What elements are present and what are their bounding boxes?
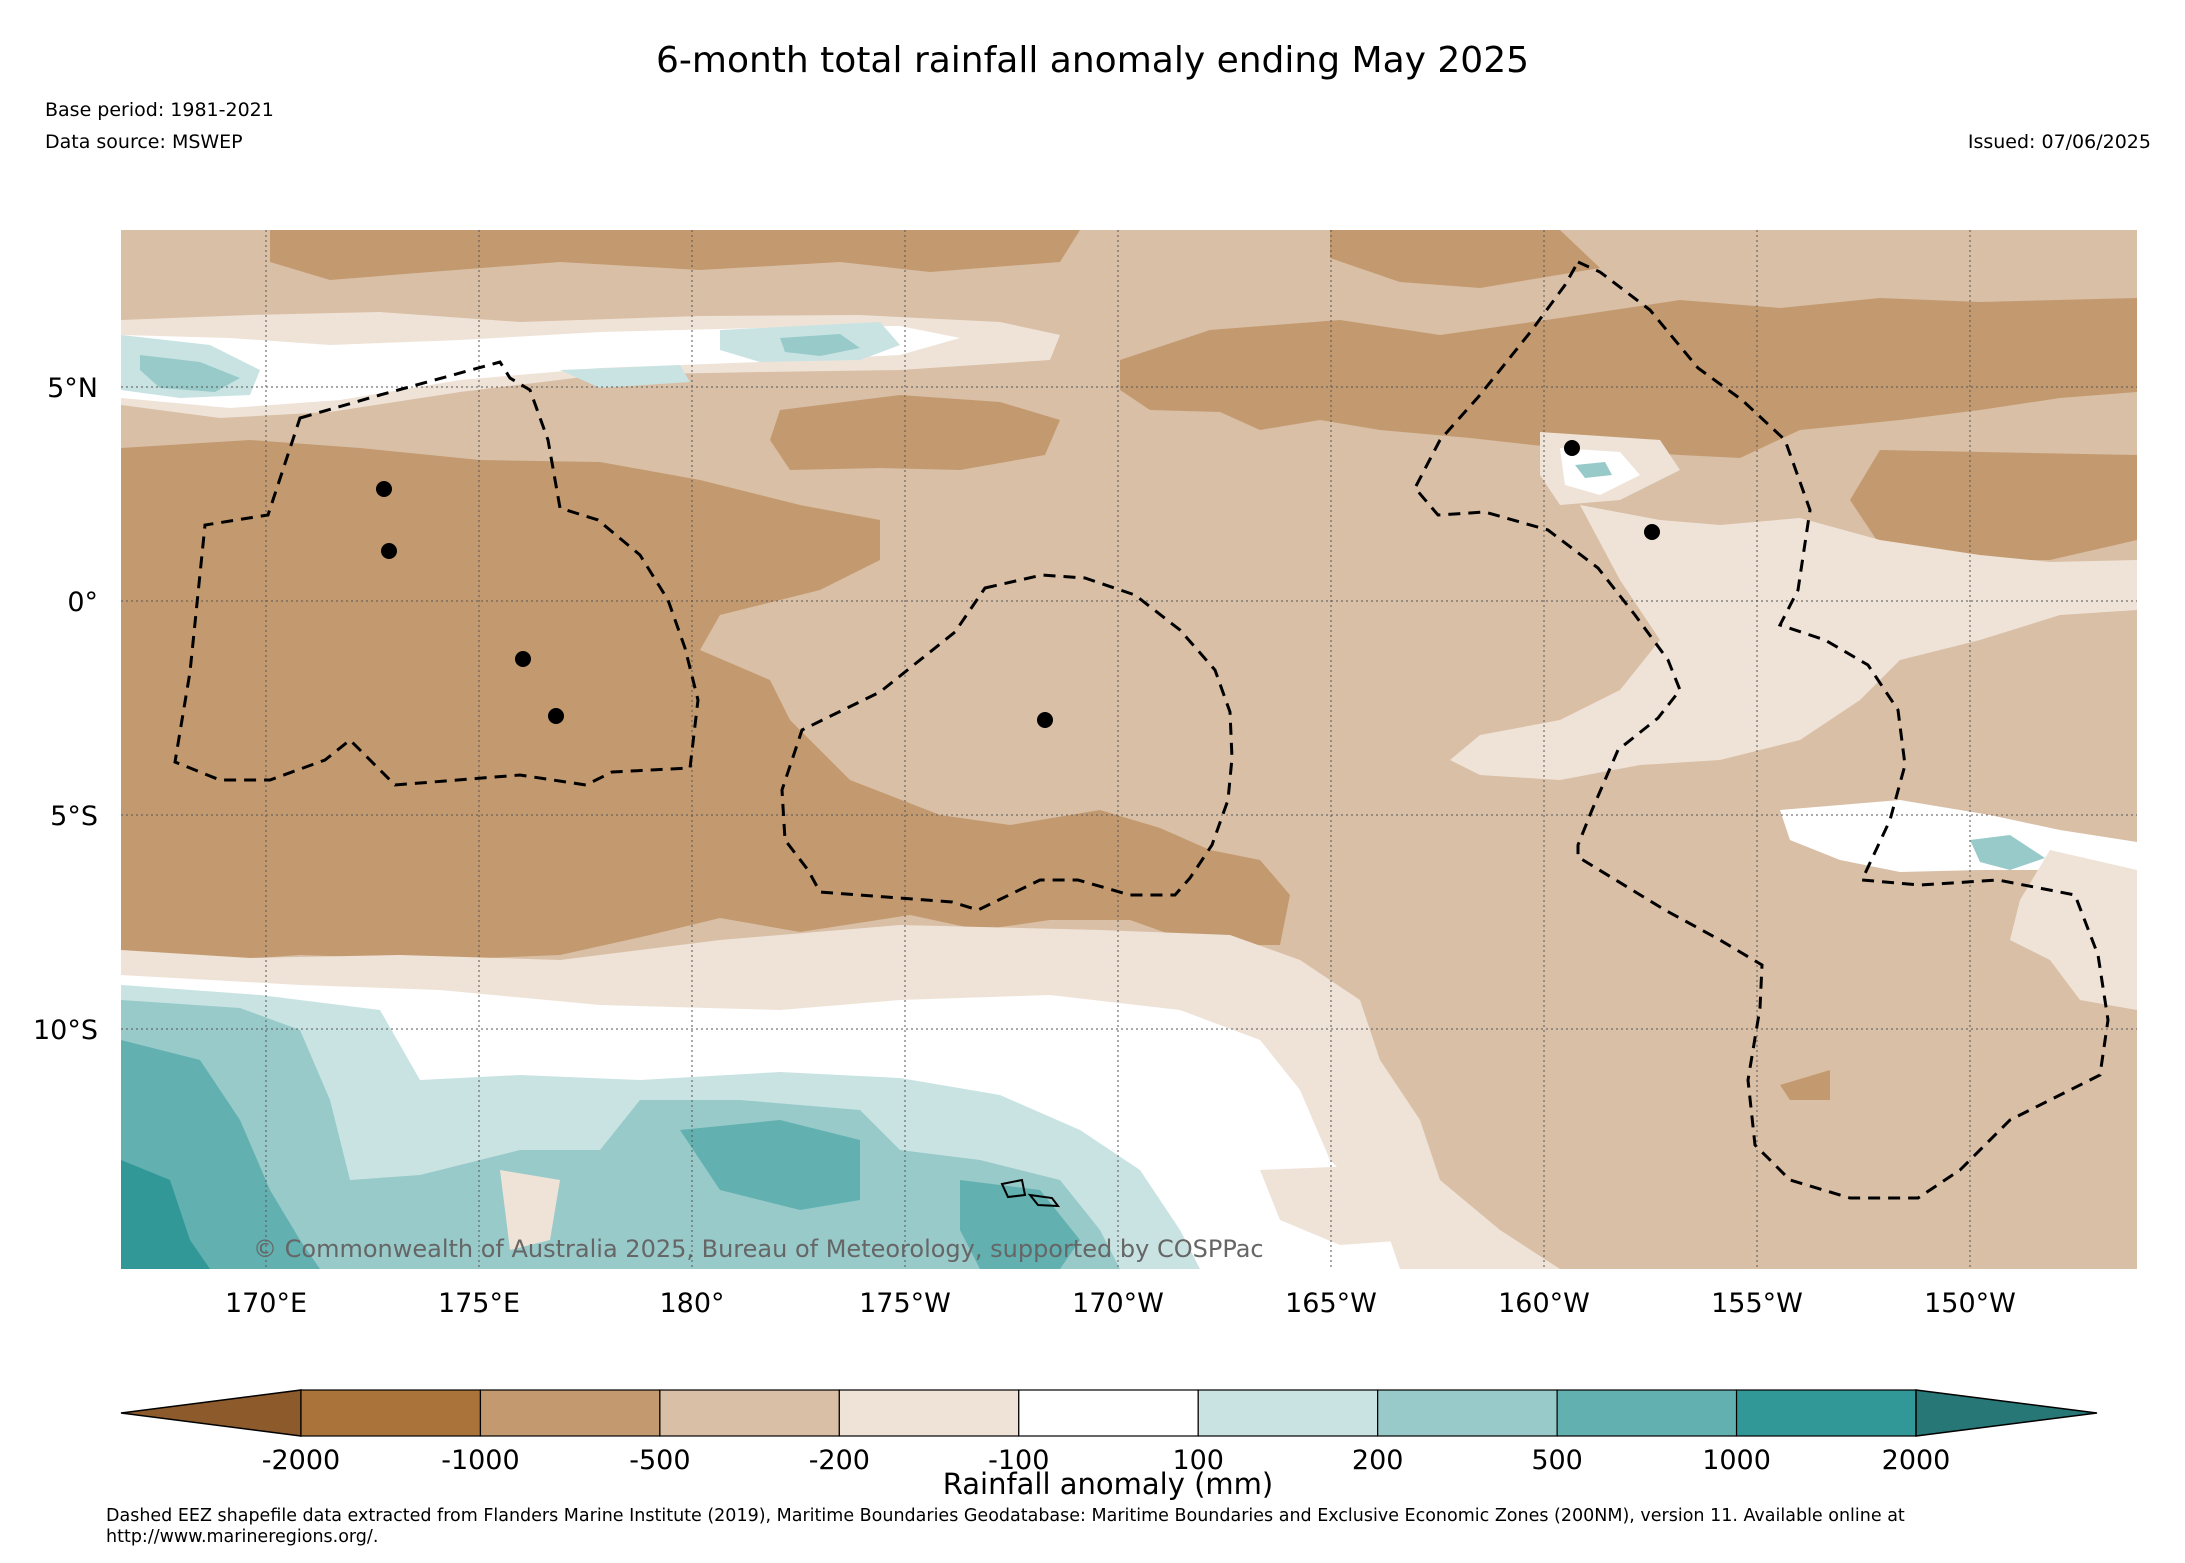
colorbar-segment <box>1735 1389 1917 1437</box>
lon-label: 180° <box>659 1288 724 1319</box>
colorbar-tick-label: 100 <box>1172 1445 1224 1476</box>
map-title: 6-month total rainfall anomaly ending Ma… <box>656 40 1529 81</box>
anomaly-brown-region <box>1330 230 1600 288</box>
island-dot <box>381 543 397 559</box>
anomaly-wet-patch <box>1575 462 1612 478</box>
lon-label: 175°W <box>859 1288 951 1319</box>
colorbar-tick-label: 200 <box>1352 1445 1404 1476</box>
anomaly-wet-region <box>680 1120 860 1210</box>
copyright-text: © Commonwealth of Australia 2025, Bureau… <box>253 1235 1264 1263</box>
anomaly-brown-region <box>770 395 1060 470</box>
base-period-text: Base period: 1981-2021 <box>45 99 274 121</box>
anomaly-brown-region <box>1120 298 2137 458</box>
colorbar-tick-label: 2000 <box>1882 1445 1951 1476</box>
anomaly-wet-patch <box>560 365 690 388</box>
lon-label: 150°W <box>1924 1288 2016 1319</box>
lat-axis-labels: 5°N 0° 5°S 10°S <box>33 373 98 1046</box>
island-dot <box>1564 440 1580 456</box>
lon-label: 170°E <box>225 1288 307 1319</box>
footnote: Dashed EEZ shapefile data extracted from… <box>106 1506 2106 1548</box>
colorbar-tick-label: -100 <box>988 1445 1049 1476</box>
lon-axis-labels: 170°E 175°E 180° 175°W 170°W 165°W 160°W… <box>225 1288 2016 1319</box>
anomaly-wet-region <box>121 1160 210 1269</box>
colorbar-segment <box>1018 1389 1199 1437</box>
colorbar-segment <box>479 1389 661 1437</box>
colorbar-segment <box>120 1389 302 1437</box>
anomaly-near-normal-region <box>500 1170 560 1250</box>
colorbar-tick-label: -200 <box>809 1445 870 1476</box>
colorbar-segment <box>838 1389 1020 1437</box>
colorbar-tick-label: -1000 <box>441 1445 519 1476</box>
kiribati-gilberts-eez <box>173 360 700 787</box>
howland-baker-tokelau-eez <box>780 573 1234 912</box>
data-source-text: Data source: MSWEP <box>45 131 243 153</box>
lat-label: 5°S <box>50 801 98 832</box>
grid-lines <box>121 230 2137 1269</box>
lat-label: 5°N <box>47 373 98 404</box>
anomaly-brown-region <box>1850 450 2137 560</box>
lat-label: 0° <box>67 587 98 618</box>
island-dot <box>376 481 392 497</box>
anomaly-brown-region <box>1780 1070 1830 1100</box>
footnote-line: Dashed EEZ shapefile data extracted from… <box>106 1506 1905 1526</box>
anomaly-near-normal-region <box>1260 1165 1420 1245</box>
anomaly-brown-region <box>121 440 1290 962</box>
island-dot <box>515 651 531 667</box>
lon-label: 175°E <box>438 1288 520 1319</box>
island-dot <box>548 708 564 724</box>
issued-date-text: Issued: 07/06/2025 <box>1967 131 2151 153</box>
colorbar-tick-label: -2000 <box>262 1445 340 1476</box>
colorbar-segment <box>1197 1389 1379 1437</box>
island-dot <box>1644 524 1660 540</box>
anomaly-wet-region <box>960 1180 1080 1269</box>
lon-label: 170°W <box>1072 1288 1164 1319</box>
colorbar-segment <box>1915 1389 2098 1437</box>
colorbar-segment <box>300 1389 482 1437</box>
anomaly-wet-patch <box>1970 835 2045 870</box>
lat-label: 10°S <box>33 1015 98 1046</box>
anomaly-wet-region <box>121 1000 1120 1269</box>
colorbar-segment <box>1556 1389 1738 1437</box>
footnote-line: http://www.marineregions.org/. <box>106 1527 379 1547</box>
colorbar-tick-label: 1000 <box>1702 1445 1771 1476</box>
anomaly-brown-region <box>270 230 1080 280</box>
eez-boundaries <box>173 260 2110 1200</box>
anomaly-wet-patch <box>140 355 240 392</box>
anomaly-near-normal-region <box>1450 505 2137 780</box>
colorbar-segment <box>1377 1389 1558 1437</box>
map-plot-area <box>121 230 2137 1269</box>
lon-label: 165°W <box>1285 1288 1377 1319</box>
kiribati-line-islands-eez <box>1413 260 2110 1200</box>
island-dot <box>1037 712 1053 728</box>
colorbar-title: Rainfall anomaly (mm) <box>943 1467 1274 1501</box>
samoa-islands-outline <box>1000 1178 1061 1208</box>
anomaly-wet-patch <box>780 334 860 356</box>
colorbar-tick-label: 500 <box>1531 1445 1583 1476</box>
island-markers <box>376 440 1660 1208</box>
colorbar: -2000 -1000 -500 -200 -100 100 200 500 1000 2000 <box>120 1389 2098 1476</box>
lon-label: 155°W <box>1711 1288 1803 1319</box>
colorbar-segment <box>659 1389 840 1437</box>
lon-label: 160°W <box>1498 1288 1590 1319</box>
colorbar-tick-label: -500 <box>629 1445 690 1476</box>
